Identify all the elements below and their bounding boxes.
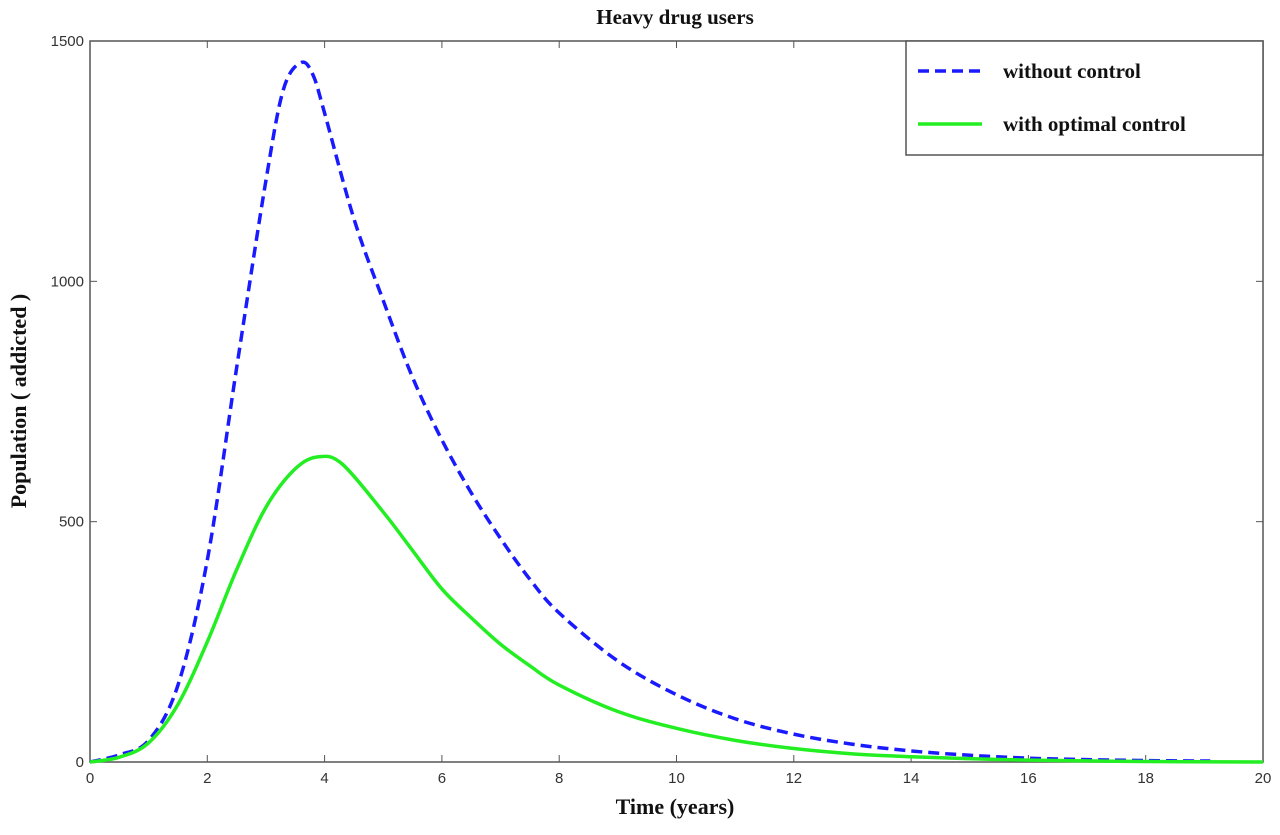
- x-tick-label: 6: [438, 770, 446, 787]
- x-tick-label: 0: [86, 770, 94, 787]
- x-tick-label: 20: [1255, 770, 1272, 787]
- y-tick-label: 1000: [51, 273, 84, 290]
- x-tick-label: 18: [1137, 770, 1154, 787]
- chart-title: Heavy drug users: [596, 5, 754, 29]
- legend-label-without-control: without control: [1003, 59, 1141, 83]
- x-tick-label: 16: [1020, 770, 1037, 787]
- x-tick-label: 2: [203, 770, 211, 787]
- x-axis-label: Time (years): [616, 794, 735, 819]
- legend: without control with optimal control: [905, 40, 1264, 156]
- y-tick-label: 0: [76, 754, 84, 771]
- y-axis-label: Population ( addicted ): [6, 294, 31, 509]
- y-tick-label: 500: [59, 514, 84, 531]
- plot-frame: [89, 40, 1264, 763]
- legend-label-with-optimal-control: with optimal control: [1003, 112, 1186, 136]
- x-tick-label: 4: [320, 770, 328, 787]
- legend-box: [905, 40, 1264, 156]
- series-line-with-optimal-control: [89, 454, 1264, 764]
- series-line-without-control: [89, 60, 1211, 764]
- axis-ticks: 0 2 4 6 8 10 12 14 16 18 20 0 500 1000 1500: [51, 33, 1272, 787]
- y-tick-label: 1500: [51, 33, 84, 50]
- x-tick-label: 12: [785, 770, 802, 787]
- x-tick-label: 10: [668, 770, 685, 787]
- x-tick-label: 14: [903, 770, 920, 787]
- series-layer: [89, 60, 1264, 764]
- x-tick-label: 8: [555, 770, 563, 787]
